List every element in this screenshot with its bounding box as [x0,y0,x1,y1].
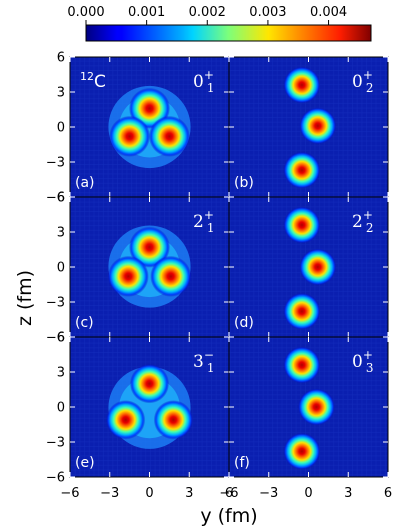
state-label: 3− 1 [193,348,215,375]
alpha-cluster [128,226,171,268]
alpha-cluster [107,255,149,297]
x-tick-label: −3 [259,486,278,501]
alpha-cluster [283,292,321,330]
panel-b: (b) 0+ 2 [228,56,389,198]
x-axis-label: y (fm) [200,505,257,527]
alpha-cluster [153,400,194,440]
colorbar-tick-label: 0.003 [249,5,286,20]
panel-tag: (d) [234,315,254,331]
panel-c: (c) 2+ 1 [69,196,230,338]
state-label: 0+ 2 [352,68,374,95]
x-tick-label: 6 [225,486,233,501]
state-j: 0 [193,72,204,92]
panel-tag: (e) [75,455,95,471]
colorbar-ticks: 0.000 0.001 0.002 0.003 0.004 [67,5,347,25]
alpha-cluster [148,115,190,157]
alpha-cluster [283,346,321,384]
y-tick-label: 3 [57,226,65,241]
state-parity: + [204,208,214,222]
alpha-cluster [283,432,321,470]
state-parity: + [363,348,373,362]
alpha-cluster [109,115,151,157]
alpha-cluster [299,248,337,286]
state-j: 0 [352,72,363,92]
state-parity: + [363,208,373,222]
x-tick-label: 0 [145,486,153,501]
state-j: 2 [352,212,363,232]
x-tick-label: −6 [219,486,238,501]
state-label: 0+ 1 [193,68,215,95]
x-tick-label: 3 [344,486,352,501]
y-tick-label: 3 [57,86,65,101]
alpha-cluster [150,255,192,297]
state-j: 2 [193,212,204,232]
panel-e: (e) 3− 1 [69,336,230,478]
state-parity: − [204,348,214,362]
state-label: 2+ 1 [193,208,215,235]
nucleus-mass: 12 [80,70,94,83]
panel-tag: (f) [234,455,250,471]
state-label: 0+ 3 [352,348,374,375]
y-tick-label: −3 [46,296,65,311]
state-parity: + [363,68,373,82]
x-tick-label: 0 [304,486,312,501]
alpha-cluster [283,206,321,244]
state-j: 0 [352,352,363,372]
state-index: 2 [366,81,374,95]
y-tick-label: 6 [57,51,65,66]
colorbar-gradient [85,24,372,42]
y-tick-label: 3 [57,366,65,381]
colorbar-tick-label: 0.001 [128,5,165,20]
y-tick-label: 6 [57,331,65,346]
alpha-cluster [299,107,337,145]
panel-tag: (a) [75,175,95,191]
alpha-cluster [298,388,335,426]
y-tick-label: −6 [46,191,65,206]
colorbar-tick-label: 0.004 [310,5,347,20]
state-j: 3 [193,352,204,372]
alpha-cluster [105,400,146,440]
y-axis-label: z (fm) [14,270,36,326]
alpha-cluster [283,151,321,189]
colorbar-tick-label: 0.000 [67,5,104,20]
state-label: 2+ 2 [352,208,374,235]
colorbar-tick-label: 0.002 [189,5,226,20]
state-index: 2 [366,221,374,235]
nucleus-label: 12C [80,70,106,92]
y-tick-label: 0 [57,121,65,136]
panel-f: (f) 0+ 3 [228,336,389,478]
state-index: 3 [366,361,374,375]
panel-tag: (b) [234,175,254,191]
state-index: 1 [207,221,215,235]
y-tick-label: 0 [57,401,65,416]
x-tick-label: −6 [60,486,79,501]
alpha-cluster [129,364,170,404]
alpha-cluster [283,66,321,104]
panel-a: (a) 0+ 1 12C [69,56,230,198]
panel-d: (d) 2+ 2 [228,196,389,338]
panel-tag: (c) [75,315,94,331]
y-tick-label: 6 [57,191,65,206]
y-tick-label: −3 [46,156,65,171]
y-tick-label: 0 [57,261,65,276]
x-tick-label: −3 [100,486,119,501]
state-index: 1 [207,81,215,95]
nucleus-symbol: C [94,72,106,92]
state-parity: + [204,68,214,82]
y-tick-label: −3 [46,436,65,451]
y-tick-label: −6 [46,331,65,346]
state-index: 1 [207,361,215,375]
colorbar: 0.000 0.001 0.002 0.003 0.004 [67,5,372,42]
x-tick-label: 3 [185,486,193,501]
x-tick-label: 6 [384,486,392,501]
y-tick-label: −6 [46,471,65,486]
